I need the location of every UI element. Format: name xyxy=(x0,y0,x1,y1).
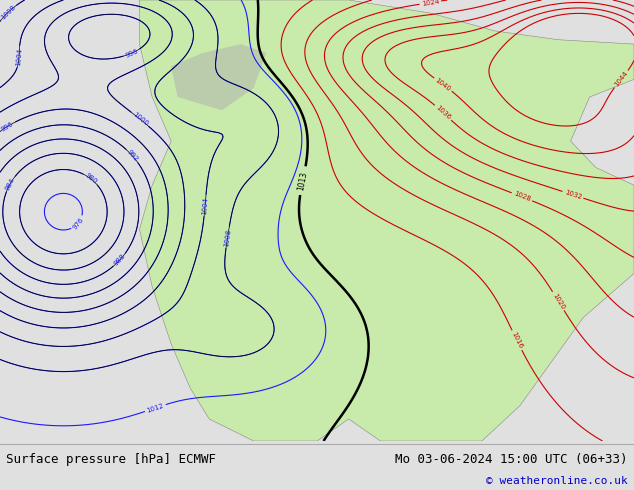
Text: 1004: 1004 xyxy=(15,48,23,66)
Text: 1016: 1016 xyxy=(510,331,524,350)
Text: 1036: 1036 xyxy=(434,104,451,121)
Text: 1008: 1008 xyxy=(223,228,232,246)
Text: 1044: 1044 xyxy=(614,70,629,88)
Text: 1013: 1013 xyxy=(297,171,309,191)
Text: 1040: 1040 xyxy=(434,77,452,92)
Text: © weatheronline.co.uk: © weatheronline.co.uk xyxy=(486,476,628,486)
Text: 1028: 1028 xyxy=(512,191,531,203)
Text: 1020: 1020 xyxy=(551,292,566,310)
Text: Mo 03-06-2024 15:00 UTC (06+33): Mo 03-06-2024 15:00 UTC (06+33) xyxy=(395,453,628,466)
Text: 1024: 1024 xyxy=(421,0,439,7)
Text: 1000: 1000 xyxy=(131,111,149,127)
Text: 1008: 1008 xyxy=(0,4,16,21)
Text: 1032: 1032 xyxy=(564,189,583,200)
Text: 992: 992 xyxy=(126,149,139,163)
Text: 996: 996 xyxy=(1,120,15,132)
Text: 996: 996 xyxy=(124,48,139,59)
Text: 984: 984 xyxy=(4,176,16,191)
Polygon shape xyxy=(171,44,266,110)
Text: 980: 980 xyxy=(84,172,98,185)
Text: 1004: 1004 xyxy=(202,196,209,215)
Text: 976: 976 xyxy=(72,216,85,230)
Text: Surface pressure [hPa] ECMWF: Surface pressure [hPa] ECMWF xyxy=(6,453,216,466)
Text: 988: 988 xyxy=(113,253,126,267)
Polygon shape xyxy=(139,0,634,441)
Text: 1012: 1012 xyxy=(146,402,165,414)
